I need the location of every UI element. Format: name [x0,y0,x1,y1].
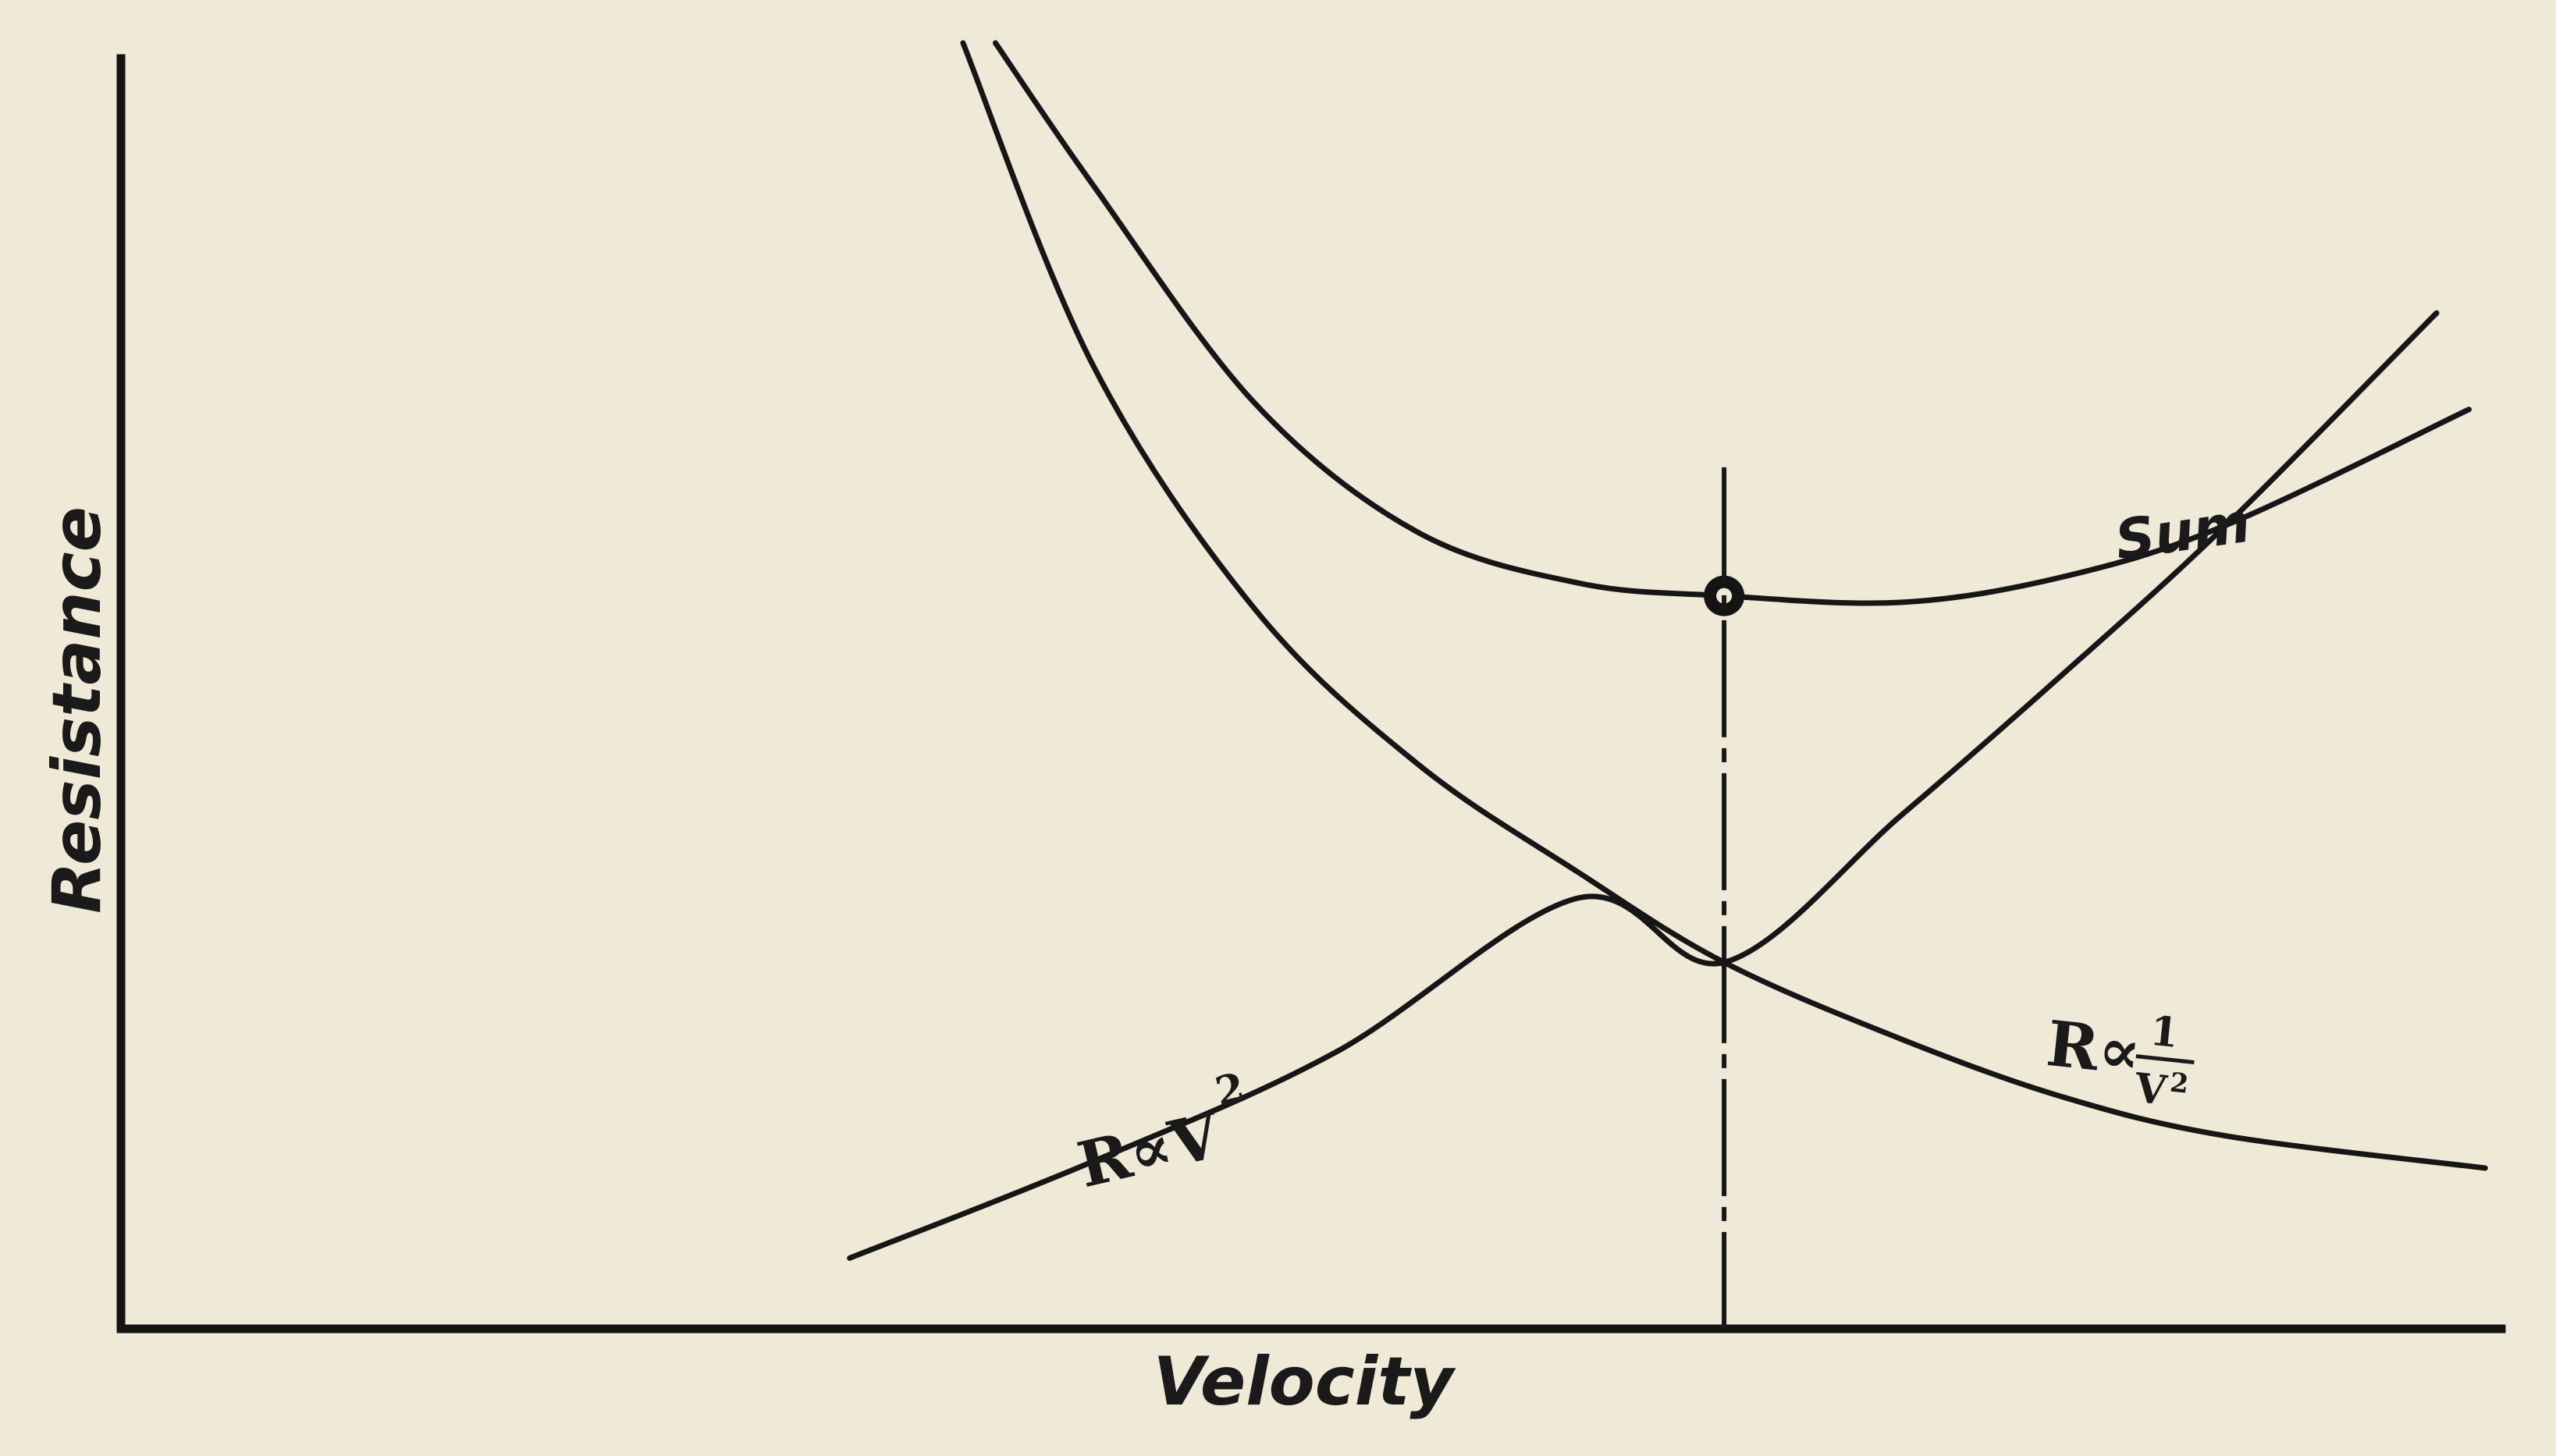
series-line-r-prop-inv-v2 [960,40,2488,1171]
series-label-r-prop-inv-v2: R∝ 1 V 2 [2043,1007,2195,1115]
series-label-r-prop-v2-main: R∝V [1071,1098,1228,1202]
series-line-r-prop-v2 [847,310,2440,1261]
axes [116,54,2506,1333]
series-label-r-prop-v2: R∝V 2 [1071,1064,1249,1202]
curves-intersection-point [1719,957,1729,968]
series-label-sum: Sum [2111,491,2254,573]
x-axis-label: Velocity [1154,1343,1457,1421]
series-label-r-prop-inv-v2-denominator-exponent: 2 [2168,1067,2190,1100]
series-label-r-prop-inv-v2-main: R∝ [2043,1007,2144,1089]
series-line-sum [992,40,2472,606]
series-label-r-prop-inv-v2-denominator: V [2131,1064,2170,1115]
curves [847,40,2488,1261]
series-label-r-prop-inv-v2-numerator: 1 [2148,1007,2181,1057]
series-label-fraction-bar [2135,1054,2195,1064]
y-axis-label: Resistance [38,506,116,914]
annotations [1704,467,1745,1329]
